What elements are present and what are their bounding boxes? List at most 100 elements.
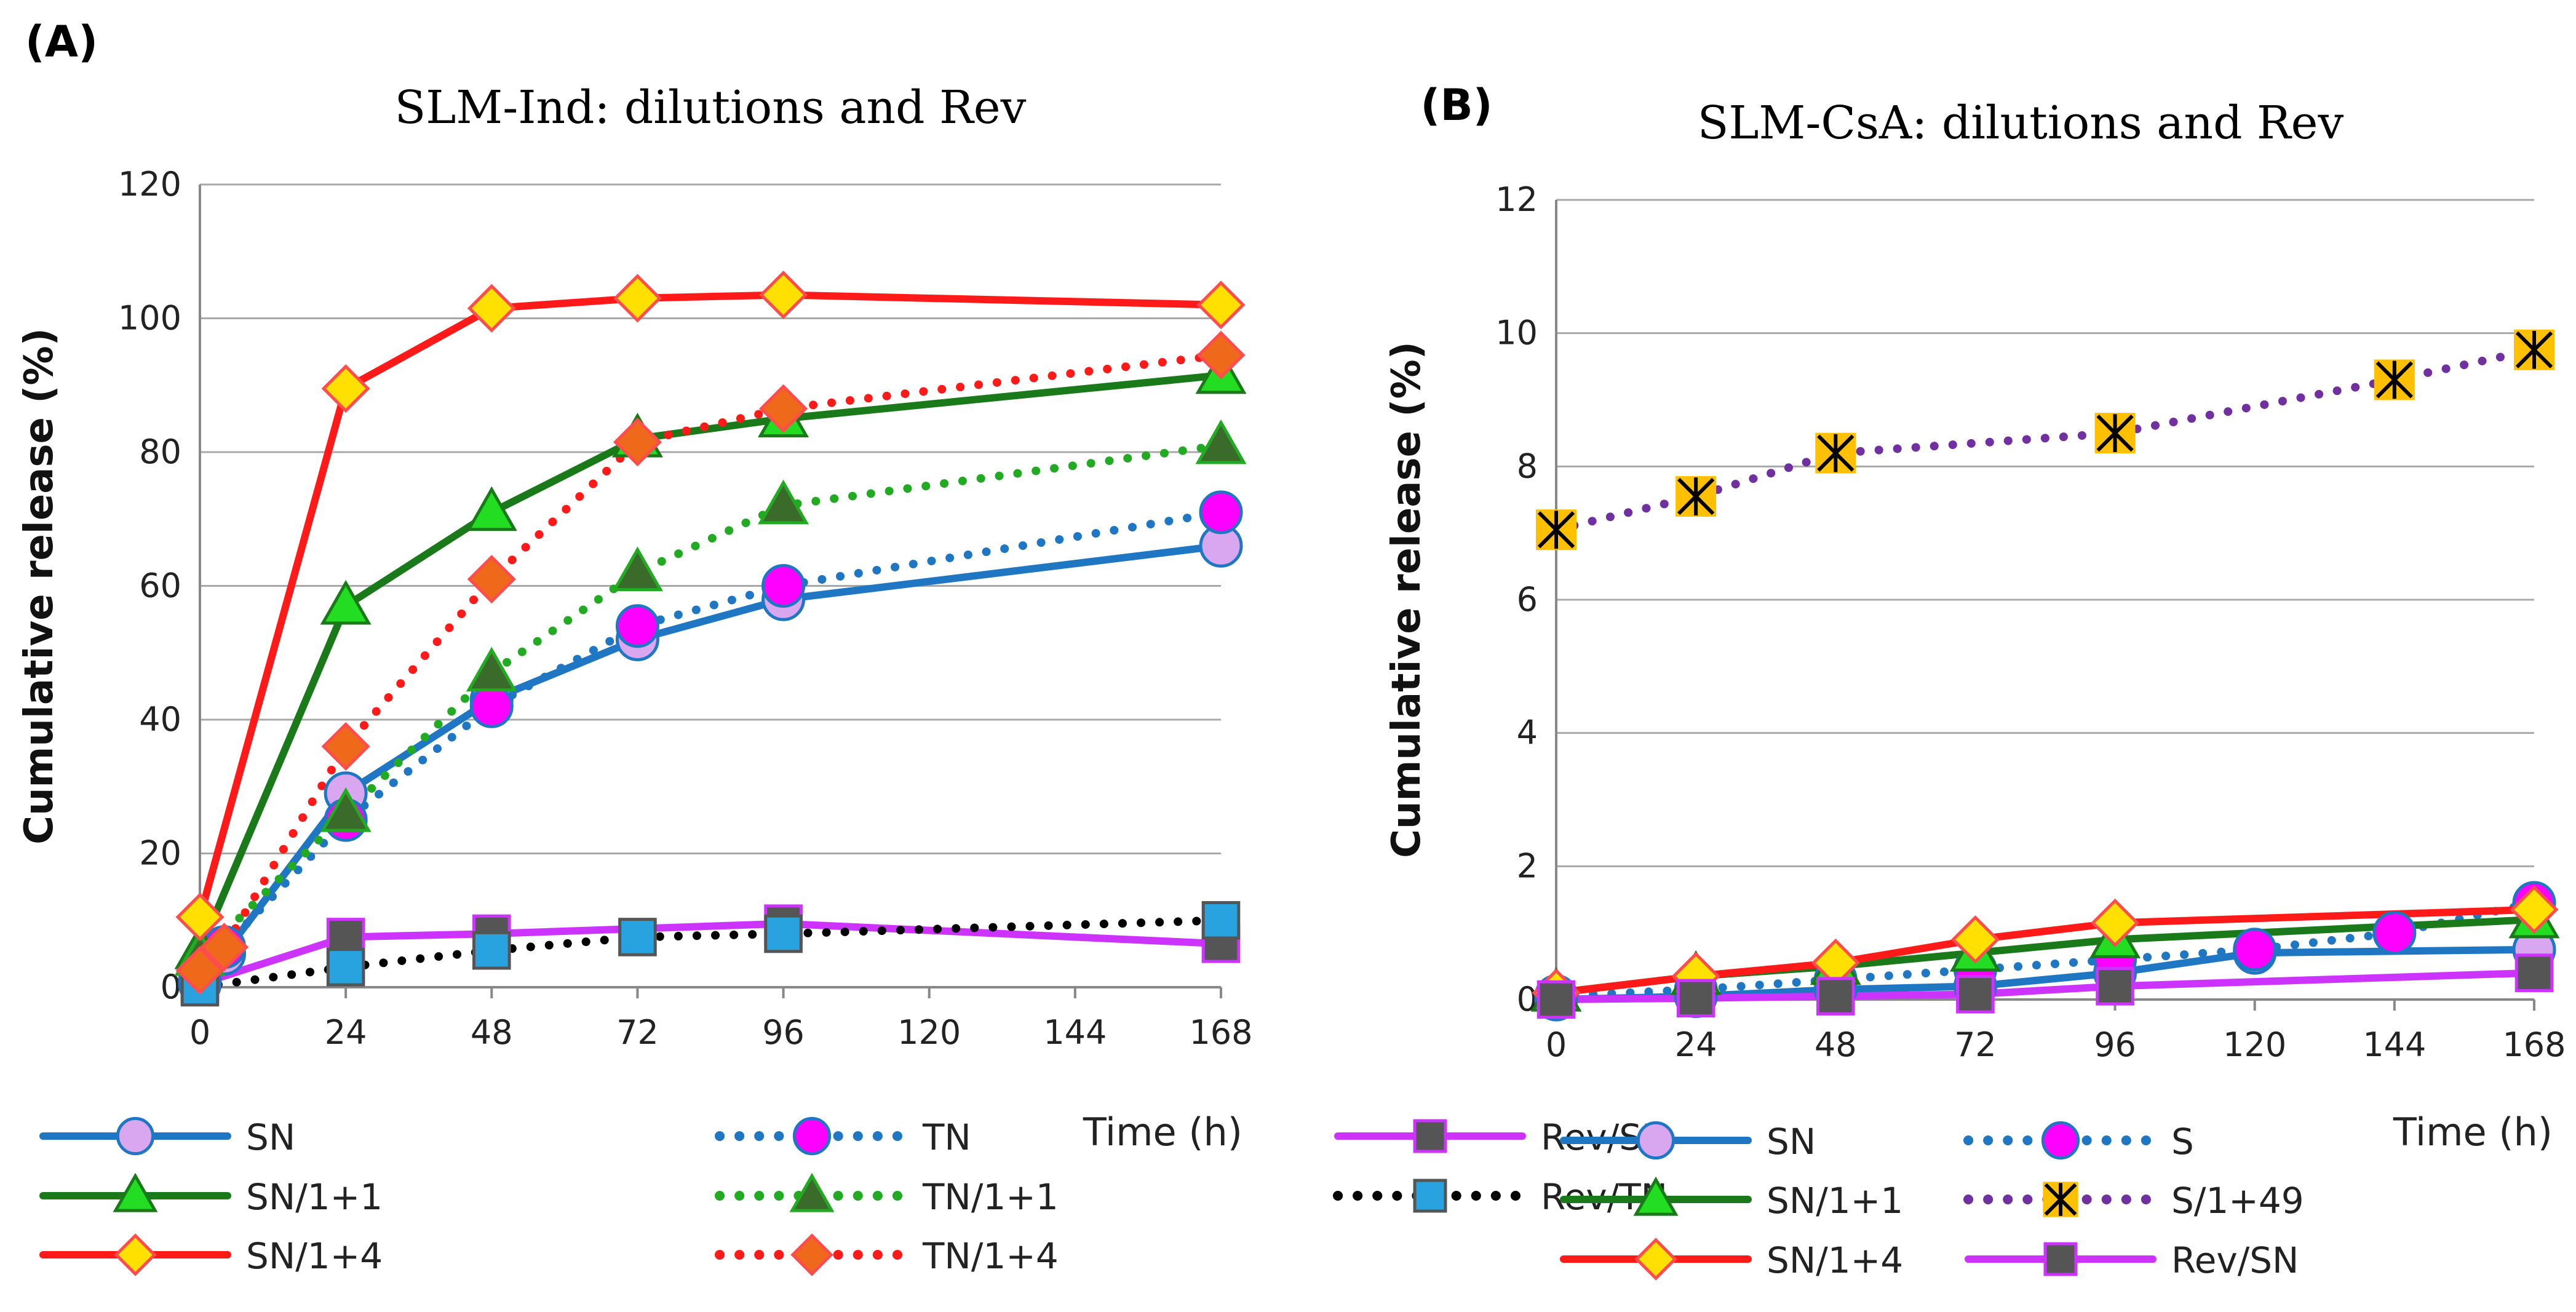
series-tn-point xyxy=(761,564,806,608)
series-tn-1-4-point xyxy=(613,418,662,467)
y-axis-title: Cumulative release (%) xyxy=(1384,341,1429,858)
panel-label: (A) xyxy=(25,17,98,67)
series-s-1-49-markers xyxy=(1536,329,2554,551)
y-tick-label: 80 xyxy=(139,432,181,471)
series-rev-sn-point xyxy=(1676,979,1715,1018)
series-tn-point xyxy=(615,604,659,648)
legend-label: SN xyxy=(1767,1121,1816,1163)
series-rev-tn-point xyxy=(1201,901,1241,940)
series-s-1-49-point-star xyxy=(1677,477,1715,515)
legend-item-sn: SN xyxy=(1560,1121,1816,1163)
series-tn-point xyxy=(1199,490,1243,535)
legend-item-tn: TN xyxy=(715,1116,971,1158)
legend-item-tn-1-4: TN/1+4 xyxy=(715,1233,1059,1277)
legend-swatch-marker xyxy=(1636,1121,1676,1160)
legend-swatch-marker xyxy=(2041,1121,2080,1160)
y-tick-label: 20 xyxy=(139,834,181,873)
series-sn-1-1-line xyxy=(196,371,1225,955)
series-tn-1-4-point xyxy=(1196,330,1246,380)
legend-label: S xyxy=(2171,1121,2194,1163)
series-rev-tn-line xyxy=(196,916,1225,992)
series-sn-1-4-point xyxy=(467,284,516,333)
series-tn-1-1-line xyxy=(196,441,1225,962)
series-s-1-49-point xyxy=(2094,413,2136,454)
series-s-1-49-point xyxy=(1536,509,1576,551)
x-tick-label: 0 xyxy=(189,1013,210,1052)
series-s-1-49-line xyxy=(1552,345,2538,535)
legend-item-sn-1-1: SN/1+1 xyxy=(1560,1176,1903,1222)
legend-swatch-marker xyxy=(1413,1179,1447,1213)
series-sn-1-4-line xyxy=(196,291,1225,921)
series-tn-point xyxy=(469,684,514,728)
legend-label: TN xyxy=(922,1116,971,1158)
y-tick-label: 4 xyxy=(1517,714,1538,752)
series-sn-1-4-point xyxy=(321,364,370,413)
x-tick-label: 144 xyxy=(2363,1025,2426,1064)
legend-swatch-marker xyxy=(790,1233,833,1276)
series-tn-1-1-markers xyxy=(174,419,1247,976)
series-sn-1-4-line xyxy=(1552,905,2538,997)
legend-label: SN/1+4 xyxy=(1767,1239,1903,1281)
series-s-line xyxy=(1552,898,2538,1001)
y-tick-label: 2 xyxy=(1517,846,1538,885)
series-s-1-49-point xyxy=(2514,329,2554,370)
legend: SN S SN/1+1 S/1+49 SN/1+4 Rev/SN xyxy=(1560,1121,2304,1281)
series-tn-1-1-point xyxy=(611,546,663,592)
series-s-1-49-point xyxy=(2374,359,2415,400)
series-tn-1-1-point xyxy=(1195,419,1247,464)
y-tick-label: 10 xyxy=(1495,314,1538,352)
series-rev-tn-point xyxy=(472,931,511,970)
legend-label: SN/1+1 xyxy=(1767,1180,1903,1222)
x-tick-label: 96 xyxy=(2094,1025,2136,1064)
legend-swatch-marker-star xyxy=(2044,1183,2077,1216)
x-tick-label: 24 xyxy=(325,1013,367,1052)
y-tick-label: 120 xyxy=(118,165,181,204)
x-tick-label: 48 xyxy=(471,1013,513,1052)
x-axis-title: Time (h) xyxy=(1083,1110,1242,1155)
series-tn-1-4-point xyxy=(175,946,225,995)
series-sn-1-4-markers xyxy=(175,270,1246,942)
series-rev-sn-markers xyxy=(1536,953,2554,1019)
legend-item-rev-sn: Rev/SN xyxy=(1965,1239,2299,1281)
legend-swatch-marker xyxy=(1633,1176,1679,1216)
legend-item-sn: SN xyxy=(39,1116,295,1158)
x-tick-label: 168 xyxy=(1189,1013,1252,1052)
series-sn-1-4-point xyxy=(759,270,808,319)
series-s-1-49-point-star xyxy=(1817,434,1854,472)
panel-label: (B) xyxy=(1420,80,1492,130)
y-tick-label: 6 xyxy=(1517,580,1538,619)
series-sn-1-4-point xyxy=(175,893,225,942)
series-tn-1-1-point xyxy=(320,787,372,832)
legend-swatch-marker xyxy=(113,1172,158,1212)
x-tick-label: 24 xyxy=(1675,1025,1717,1064)
legend-item-sn-1-1: SN/1+1 xyxy=(39,1172,383,1218)
legend-label: SN xyxy=(246,1116,295,1158)
legend-swatch-marker xyxy=(1413,1119,1447,1153)
legend-item-sn-1-4: SN/1+4 xyxy=(1560,1238,1903,1281)
series-tn-1-1-point xyxy=(758,479,809,525)
series-rev-sn-line xyxy=(1552,969,2538,1003)
legend-item-s: S xyxy=(1963,1121,2194,1163)
x-tick-label: 144 xyxy=(1043,1013,1107,1052)
legend-label: Rev/SN xyxy=(2171,1239,2299,1281)
x-tick-label: 168 xyxy=(2502,1025,2566,1064)
series-sn-1-1-point xyxy=(466,486,517,531)
legend-label: SN/1+1 xyxy=(246,1176,383,1218)
series-rev-tn-point xyxy=(326,948,365,987)
series-rev-sn-point xyxy=(2096,967,2134,1006)
legend-label: TN/1+4 xyxy=(922,1235,1059,1277)
series-tn-1-4-point xyxy=(199,923,249,972)
series-tn-1-4-markers xyxy=(175,330,1246,995)
series-tn-1-4-line xyxy=(196,351,1225,975)
legend-item-s-1-49: S/1+49 xyxy=(1963,1180,2304,1222)
series-rev-tn-point xyxy=(618,918,657,956)
series-tn-1-4-point xyxy=(759,384,808,433)
series-rev-sn-point xyxy=(1956,975,1995,1014)
series-s-1-49-point xyxy=(1815,432,1856,474)
legend-item-sn-1-4: SN/1+4 xyxy=(39,1233,383,1277)
chart-title: SLM-CsA: dilutions and Rev xyxy=(1698,97,2344,149)
series-sn-1-4-point xyxy=(2510,885,2559,934)
